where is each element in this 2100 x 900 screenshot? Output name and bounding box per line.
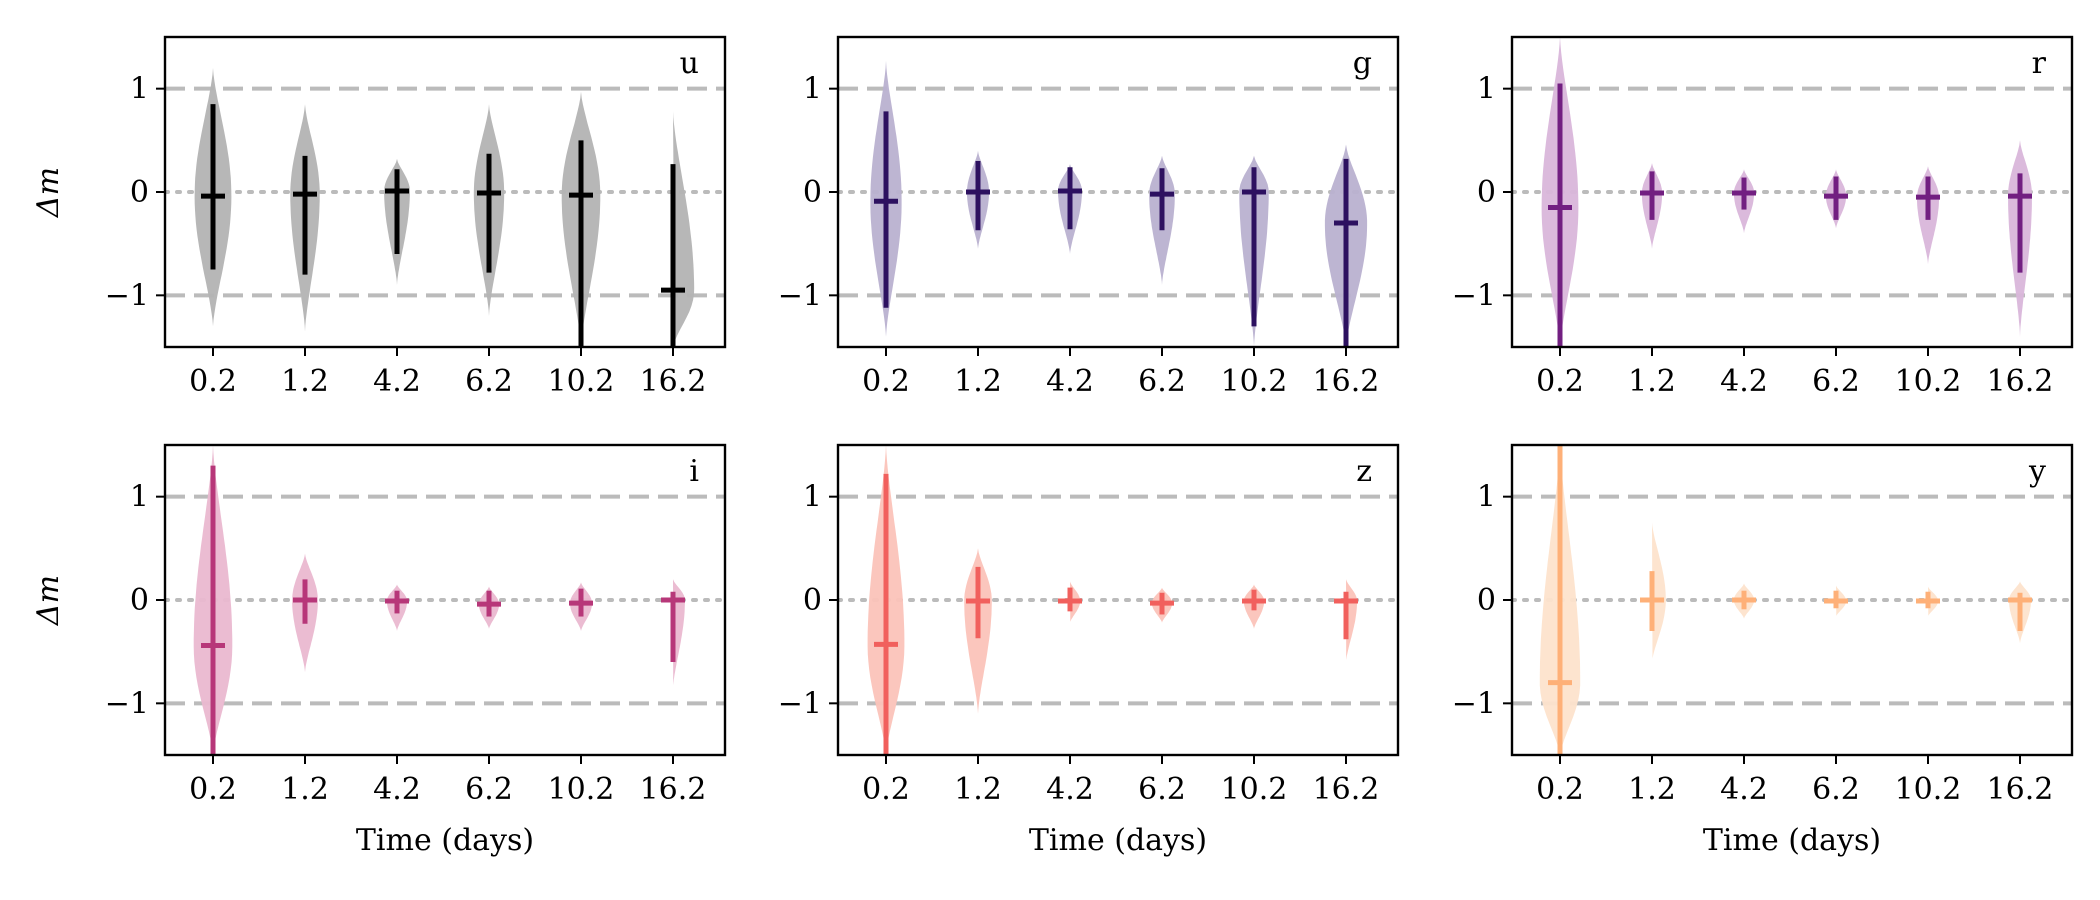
x-tick-label: 0.2	[189, 364, 237, 399]
y-tick-label: −1	[1452, 686, 1496, 721]
x-tick-label: 0.2	[862, 772, 910, 807]
y-tick-label: 0	[1477, 583, 1496, 618]
y-tick-label: −1	[778, 278, 822, 313]
y-tick-label: −1	[778, 686, 822, 721]
y-tick-label: −1	[105, 686, 149, 721]
x-tick-label: 6.2	[465, 772, 513, 807]
x-tick-label: 1.2	[1628, 364, 1676, 399]
x-tick-label: 6.2	[1138, 772, 1186, 807]
violin-body	[1652, 522, 1666, 659]
panel-data	[838, 60, 1398, 347]
band-label: g	[1353, 46, 1372, 81]
x-tick-label: 4.2	[1720, 772, 1768, 807]
y-tick-label: 1	[1477, 480, 1496, 515]
x-tick-label: 16.2	[640, 772, 707, 807]
x-tick-label: 10.2	[548, 772, 615, 807]
x-tick-label: 16.2	[1987, 772, 2054, 807]
x-tick-label: 0.2	[862, 364, 910, 399]
x-tick-label: 4.2	[1046, 772, 1094, 807]
y-tick-label: 0	[1477, 175, 1496, 210]
y-tick-label: −1	[1452, 278, 1496, 313]
y-tick-label: 1	[803, 480, 822, 515]
panel-data	[1512, 37, 2072, 347]
y-tick-label: 1	[1477, 72, 1496, 107]
x-tick-label: 6.2	[1812, 364, 1860, 399]
panel-data	[165, 445, 725, 755]
x-tick-label: 6.2	[1138, 364, 1186, 399]
y-axis-label: Δm	[31, 167, 66, 218]
x-axis-label: Time (days)	[356, 823, 534, 858]
x-tick-label: 16.2	[1313, 364, 1380, 399]
x-tick-label: 10.2	[1221, 772, 1288, 807]
x-tick-label: 0.2	[1536, 772, 1584, 807]
x-tick-label: 4.2	[373, 364, 421, 399]
band-label: u	[680, 46, 699, 81]
y-tick-label: 1	[803, 72, 822, 107]
x-tick-label: 1.2	[954, 364, 1002, 399]
x-axis-label: Time (days)	[1703, 823, 1881, 858]
x-tick-label: 4.2	[1720, 364, 1768, 399]
x-tick-label: 1.2	[954, 772, 1002, 807]
x-tick-label: 6.2	[1812, 772, 1860, 807]
x-axis-label: Time (days)	[1029, 823, 1207, 858]
x-tick-label: 1.2	[1628, 772, 1676, 807]
y-tick-label: 1	[130, 480, 149, 515]
y-tick-label: 0	[803, 175, 822, 210]
band-label: z	[1356, 454, 1372, 489]
x-tick-label: 10.2	[548, 364, 615, 399]
y-tick-label: 0	[130, 175, 149, 210]
x-tick-label: 10.2	[1221, 364, 1288, 399]
x-tick-label: 4.2	[373, 772, 421, 807]
band-label: i	[689, 454, 699, 489]
panel-data	[838, 445, 1398, 755]
x-tick-label: 1.2	[281, 364, 329, 399]
violin-body	[673, 579, 685, 686]
y-tick-label: −1	[105, 278, 149, 313]
band-label: y	[2028, 454, 2046, 489]
x-tick-label: 16.2	[1987, 364, 2054, 399]
x-tick-label: 0.2	[189, 772, 237, 807]
x-tick-label: 10.2	[1895, 364, 1962, 399]
band-label: r	[2032, 46, 2047, 81]
y-axis-label: Δm	[31, 575, 66, 626]
y-tick-label: 1	[130, 72, 149, 107]
x-tick-label: 1.2	[281, 772, 329, 807]
x-tick-label: 6.2	[465, 364, 513, 399]
x-tick-label: 16.2	[640, 364, 707, 399]
x-tick-label: 0.2	[1536, 364, 1584, 399]
y-tick-label: 0	[130, 583, 149, 618]
violin-body	[673, 111, 695, 342]
x-tick-label: 4.2	[1046, 364, 1094, 399]
panel-data	[1512, 445, 2072, 755]
panel-data	[165, 68, 725, 347]
y-tick-label: 0	[803, 583, 822, 618]
x-tick-label: 10.2	[1895, 772, 1962, 807]
x-tick-label: 16.2	[1313, 772, 1380, 807]
